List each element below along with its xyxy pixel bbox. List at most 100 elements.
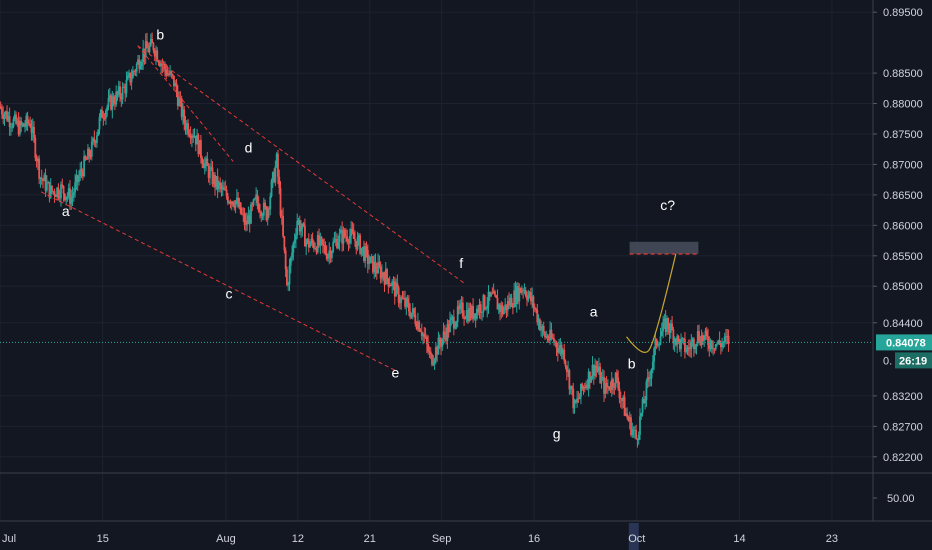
candle-body bbox=[81, 171, 84, 177]
candle-body bbox=[369, 256, 372, 264]
candle-body bbox=[92, 138, 94, 142]
candle-body bbox=[11, 126, 14, 128]
candle-body bbox=[182, 109, 184, 117]
candle-body bbox=[544, 332, 546, 338]
candle-body bbox=[630, 417, 632, 435]
candle-body bbox=[537, 319, 540, 323]
candle-body bbox=[687, 347, 690, 349]
candle-body bbox=[233, 205, 236, 208]
candle-body bbox=[572, 388, 575, 409]
candle-body bbox=[144, 41, 147, 58]
countdown-label: 26:19 bbox=[899, 355, 927, 367]
candle-body bbox=[320, 236, 323, 240]
candle-body bbox=[323, 245, 326, 247]
time-tick-label: 15 bbox=[97, 533, 109, 545]
candle-body bbox=[306, 238, 309, 242]
candle-body bbox=[271, 172, 274, 181]
candle-body bbox=[119, 86, 121, 97]
candle-body bbox=[578, 396, 581, 400]
drawings bbox=[0, 45, 873, 372]
candle-body bbox=[522, 290, 525, 291]
candle-body bbox=[600, 377, 603, 384]
candle-body bbox=[691, 338, 694, 343]
wave-label: b bbox=[156, 27, 164, 43]
candle-body bbox=[419, 331, 422, 332]
candle-body bbox=[157, 61, 160, 63]
candle-body bbox=[483, 295, 486, 309]
candle-body bbox=[230, 201, 233, 205]
candle-body bbox=[217, 182, 220, 190]
candle-body bbox=[70, 197, 73, 204]
candle-body bbox=[481, 312, 483, 313]
candle-body bbox=[135, 63, 138, 72]
candle-body bbox=[686, 347, 689, 352]
candle-body bbox=[47, 181, 50, 184]
candle-body bbox=[203, 163, 206, 169]
candle-body bbox=[30, 126, 33, 133]
candle-body bbox=[67, 188, 70, 196]
candle-body bbox=[496, 297, 499, 310]
candle-body bbox=[88, 148, 91, 157]
candle-body bbox=[501, 305, 504, 315]
candle-body bbox=[673, 338, 676, 344]
wave-label: g bbox=[553, 426, 561, 442]
candle-body bbox=[509, 297, 512, 306]
candle-body bbox=[63, 193, 66, 200]
candle-body bbox=[241, 213, 243, 215]
candle-body bbox=[415, 324, 418, 329]
candle-body bbox=[504, 304, 507, 310]
candle-body bbox=[547, 339, 550, 341]
candle-body bbox=[529, 292, 532, 302]
candle-body bbox=[120, 96, 123, 100]
candle-body bbox=[438, 337, 441, 344]
candle-body bbox=[237, 197, 240, 208]
candle-body bbox=[621, 398, 623, 401]
candle-body bbox=[433, 359, 436, 363]
candle-body bbox=[443, 331, 446, 335]
candle-body bbox=[13, 114, 16, 120]
candle-body bbox=[80, 169, 83, 172]
candle-body bbox=[637, 434, 640, 440]
candle-body bbox=[171, 74, 174, 76]
candle-body bbox=[106, 106, 109, 111]
current-price-label: 0.84078 bbox=[886, 337, 926, 349]
candle-body bbox=[474, 313, 477, 319]
candle-body bbox=[682, 338, 685, 340]
candle-body bbox=[90, 141, 93, 157]
candle-body bbox=[338, 232, 341, 242]
candle-body bbox=[591, 364, 594, 377]
candle-body bbox=[497, 304, 500, 310]
candle-body bbox=[455, 321, 458, 327]
candle-body bbox=[447, 324, 450, 332]
projection-curve bbox=[626, 253, 677, 353]
price-tick-label: 0.86000 bbox=[883, 220, 923, 232]
candle-body bbox=[111, 96, 114, 110]
candle-body bbox=[399, 302, 401, 304]
candle-body bbox=[87, 148, 89, 160]
candle-body bbox=[391, 281, 394, 287]
candle-body bbox=[210, 167, 213, 169]
candle-body bbox=[198, 140, 201, 155]
candle-body bbox=[409, 311, 412, 318]
candle-body bbox=[519, 287, 522, 293]
candle-body bbox=[622, 396, 625, 401]
candle-body bbox=[125, 79, 128, 94]
candle-body bbox=[355, 240, 358, 250]
candle-body bbox=[155, 50, 157, 57]
candle-body bbox=[704, 330, 707, 336]
candle-body bbox=[131, 70, 134, 79]
candle-body bbox=[636, 438, 639, 440]
candle-body bbox=[563, 349, 566, 361]
candle-body bbox=[357, 235, 360, 238]
candle-body bbox=[200, 140, 202, 159]
candle-body bbox=[167, 73, 170, 75]
candle-body bbox=[598, 366, 600, 372]
candle-body bbox=[668, 328, 671, 333]
candle-body bbox=[520, 290, 523, 293]
candle-body bbox=[207, 165, 210, 179]
candle-body bbox=[648, 376, 650, 379]
candle-body bbox=[265, 206, 268, 221]
candle-body bbox=[121, 86, 124, 100]
candle-body bbox=[577, 398, 580, 400]
